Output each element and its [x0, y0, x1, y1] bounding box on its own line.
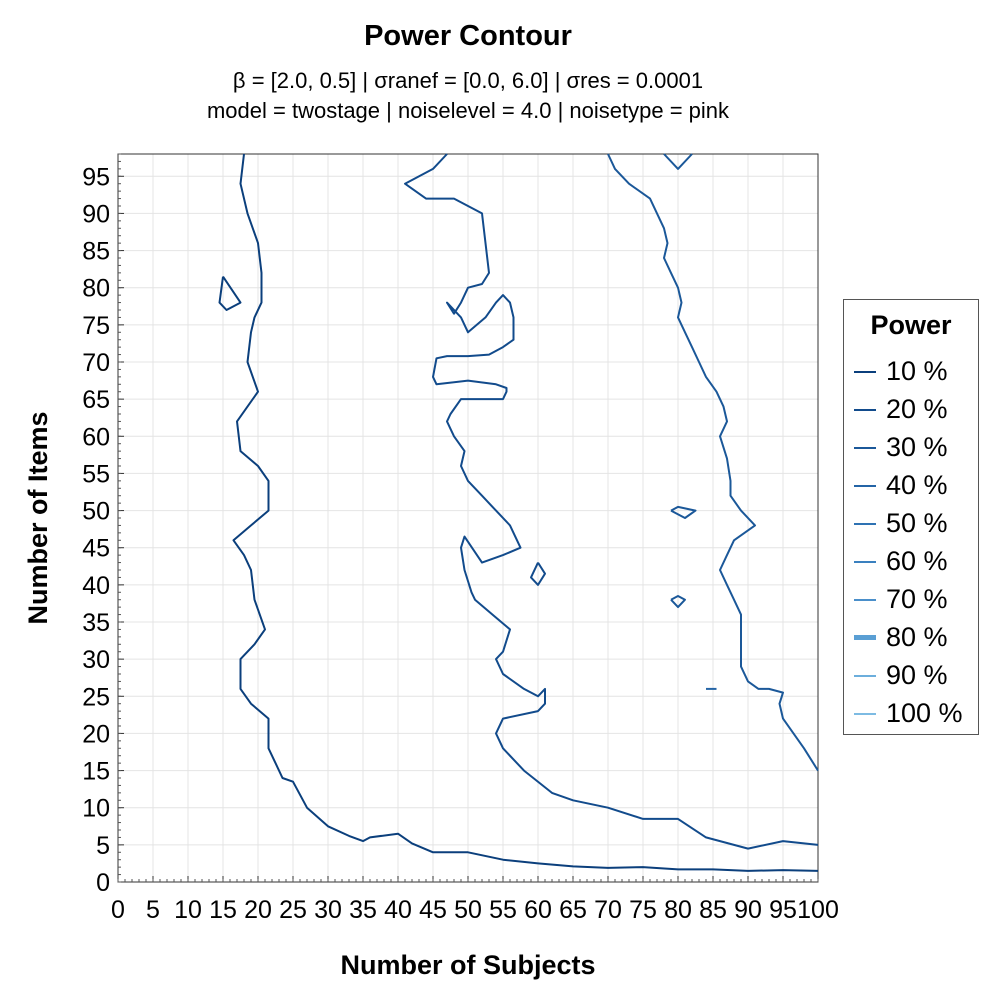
y-tick-label: 65 [82, 386, 110, 414]
x-tick-label: 75 [629, 896, 657, 924]
legend-label: 60 % [886, 546, 948, 576]
x-tick-label: 0 [111, 896, 125, 924]
legend-label: 50 % [886, 508, 948, 538]
legend-title: Power [870, 310, 952, 340]
x-tick-label: 35 [349, 896, 377, 924]
legend-item: 80 % [844, 620, 978, 656]
y-axis-label: Number of Items [23, 411, 53, 624]
x-tick-label: 65 [559, 896, 587, 924]
legend-item: 10 % [844, 354, 978, 390]
x-tick-label: 55 [489, 896, 517, 924]
legend-label: 90 % [886, 660, 948, 690]
grid-lines [117, 154, 819, 883]
x-tick-label: 45 [419, 896, 447, 924]
contour-line-20pct [404, 153, 819, 850]
legend-item: 50 % [844, 506, 978, 542]
x-tick-label: 90 [734, 896, 762, 924]
y-tick-label: 85 [82, 238, 110, 266]
y-tick-label: 30 [82, 646, 110, 674]
y-tick-label: 95 [82, 163, 110, 191]
legend-item: 20 % [844, 392, 978, 428]
x-tick-label: 50 [454, 896, 482, 924]
x-tick-label: 30 [314, 896, 342, 924]
y-tick-label: 0 [96, 869, 110, 897]
legend-item: 40 % [844, 468, 978, 504]
legend-swatch [854, 485, 876, 487]
y-tick-label: 75 [82, 312, 110, 340]
legend-item: 90 % [844, 658, 978, 694]
y-tick-label: 10 [82, 795, 110, 823]
legend-swatch [854, 371, 876, 373]
legend-label: 10 % [886, 356, 948, 386]
chart-title: Power Contour [364, 20, 572, 52]
legend-item: 100 % [844, 696, 978, 732]
legend-swatch [854, 561, 876, 563]
contour-lines [218, 153, 819, 872]
chart-subtitle-line-2: model = twostage | noiselevel = 4.0 | no… [206, 98, 730, 123]
y-tick-label: 90 [82, 200, 110, 228]
x-tick-label: 70 [594, 896, 622, 924]
y-tick-label: 45 [82, 535, 110, 563]
contour-line-10pct [218, 276, 242, 311]
x-tick-label: 95 [769, 896, 797, 924]
y-tick-label: 25 [82, 683, 110, 711]
x-tick-label: 15 [209, 896, 237, 924]
y-tick-label: 70 [82, 349, 110, 377]
contour-line-30pct [670, 595, 686, 609]
y-tick-label: 20 [82, 720, 110, 748]
legend-label: 100 % [886, 698, 963, 728]
x-tick-label: 10 [174, 896, 202, 924]
contour-line-20pct [530, 562, 546, 586]
legend-swatch [854, 447, 876, 449]
legend-swatch [854, 675, 876, 677]
axis-ticks [117, 153, 819, 883]
x-tick-label: 100 [797, 896, 839, 924]
legend-item: 60 % [844, 544, 978, 580]
legend-label: 80 % [886, 622, 948, 652]
legend-swatch [854, 713, 876, 715]
contour-line-30pct [663, 153, 693, 170]
contour-line-30pct [607, 153, 819, 772]
legend-swatch [854, 523, 876, 525]
y-tick-label: 60 [82, 423, 110, 451]
y-tick-label: 55 [82, 460, 110, 488]
contour-line-10pct [232, 153, 819, 872]
y-tick-label: 40 [82, 572, 110, 600]
y-tick-label: 80 [82, 275, 110, 303]
x-axis-label: Number of Subjects [340, 950, 595, 980]
x-tick-label: 85 [699, 896, 727, 924]
tick-labels: 0 5 10 15 20 25 30 35 40 45 50 55 60 65 70 75 80 85 90 95 10… [82, 163, 839, 924]
legend-label: 20 % [886, 394, 948, 424]
x-tick-label: 80 [664, 896, 692, 924]
legend-item: 30 % [844, 430, 978, 466]
chart-subtitle-line-1: β = [2.0, 0.5] | σranef = [0.0, 6.0] | σ… [232, 68, 704, 93]
y-tick-label: 5 [96, 832, 110, 860]
x-tick-label: 60 [524, 896, 552, 924]
legend-label: 70 % [886, 584, 948, 614]
contour-line-30pct [670, 505, 697, 519]
x-tick-label: 5 [146, 896, 160, 924]
x-tick-label: 20 [244, 896, 272, 924]
y-tick-label: 50 [82, 498, 110, 526]
x-tick-label: 25 [279, 896, 307, 924]
legend-swatch [854, 635, 876, 640]
y-tick-label: 15 [82, 758, 110, 786]
legend-item: 70 % [844, 582, 978, 618]
legend: Power 10 % 20 % 30 % 40 % 50 % 60 % 70 % 80 % 90… [843, 299, 979, 735]
x-tick-label: 40 [384, 896, 412, 924]
legend-swatch [854, 409, 876, 411]
y-tick-label: 35 [82, 609, 110, 637]
legend-label: 40 % [886, 470, 948, 500]
legend-label: 30 % [886, 432, 948, 462]
legend-swatch [854, 599, 876, 601]
